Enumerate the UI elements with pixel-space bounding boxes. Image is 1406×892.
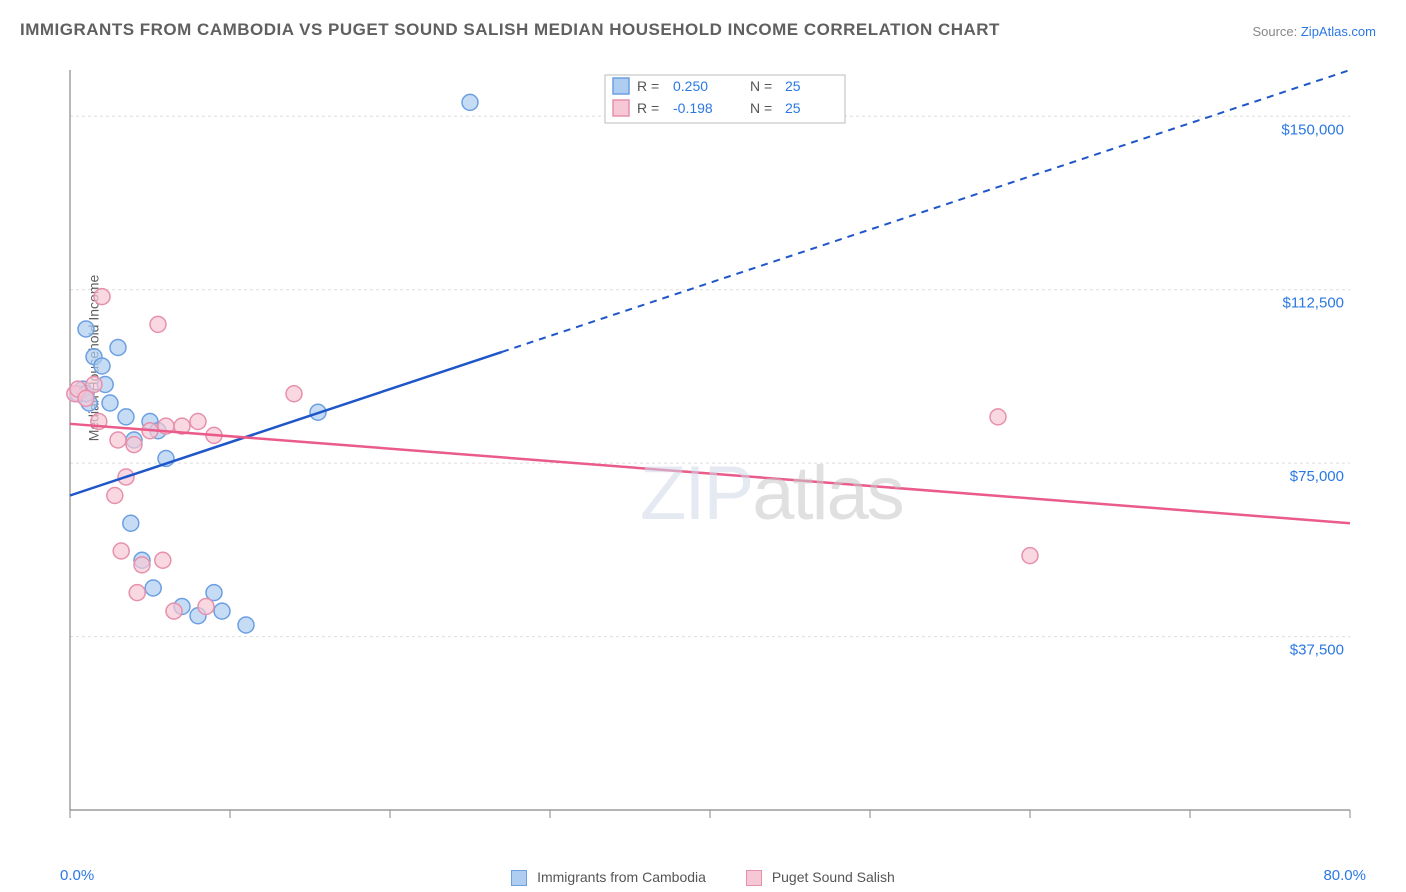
legend-label-1: Puget Sound Salish — [772, 869, 895, 885]
svg-text:25: 25 — [785, 78, 801, 94]
legend-label-0: Immigrants from Cambodia — [537, 869, 706, 885]
legend-bottom: Immigrants from Cambodia Puget Sound Sal… — [0, 869, 1406, 886]
chart-area: $37,500 $75,000 $112,500 $150,000 R = 0.250 N … — [50, 50, 1370, 830]
svg-text:25: 25 — [785, 100, 801, 116]
source-attribution: Source: ZipAtlas.com — [1252, 24, 1376, 39]
svg-text:$112,500: $112,500 — [1283, 295, 1344, 312]
svg-text:N =: N = — [750, 78, 772, 94]
chart-svg: $37,500 $75,000 $112,500 $150,000 R = 0.250 N … — [50, 50, 1370, 830]
source-link[interactable]: ZipAtlas.com — [1301, 24, 1376, 39]
svg-text:0.250: 0.250 — [673, 78, 708, 94]
svg-text:$37,500: $37,500 — [1290, 642, 1344, 659]
svg-text:N =: N = — [750, 100, 772, 116]
legend-swatch-1 — [746, 870, 762, 886]
chart-title: IMMIGRANTS FROM CAMBODIA VS PUGET SOUND … — [20, 20, 1000, 40]
legend-item-series-0: Immigrants from Cambodia — [511, 869, 706, 886]
svg-text:R =: R = — [637, 100, 659, 116]
svg-text:-0.198: -0.198 — [673, 100, 713, 116]
legend-item-series-1: Puget Sound Salish — [746, 869, 895, 886]
svg-text:$75,000: $75,000 — [1290, 468, 1344, 485]
svg-text:R =: R = — [637, 78, 659, 94]
svg-text:$150,000: $150,000 — [1281, 121, 1344, 138]
source-prefix: Source: — [1252, 24, 1300, 39]
legend-swatch-0 — [511, 870, 527, 886]
